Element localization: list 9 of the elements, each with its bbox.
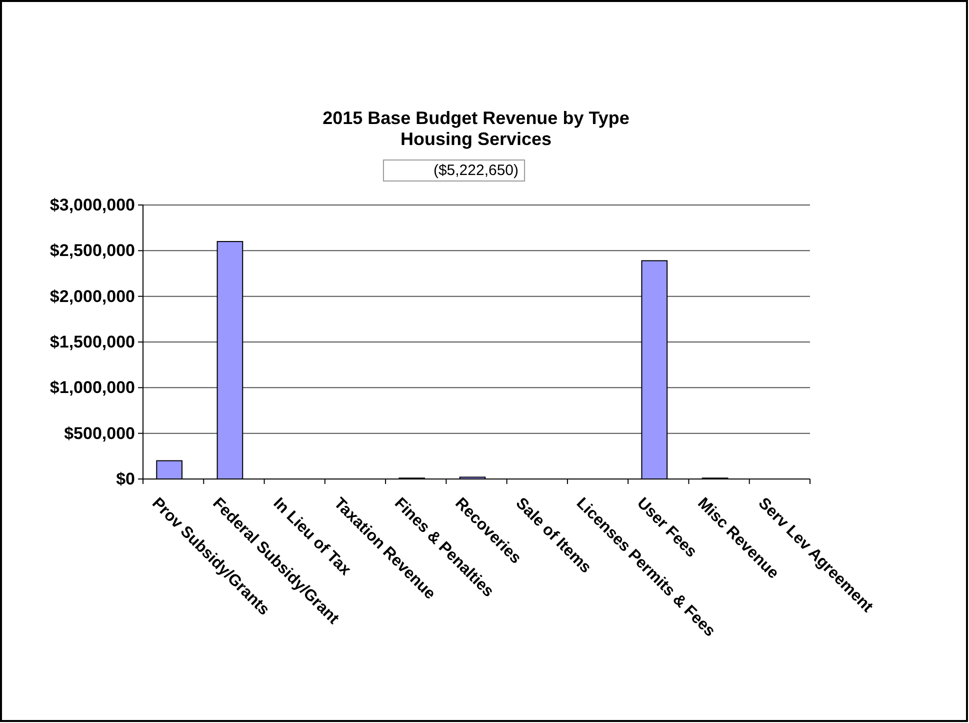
y-tick-label: $2,000,000: [50, 286, 135, 306]
y-tick-label: $1,000,000: [50, 378, 135, 398]
y-tick-label: $500,000: [64, 424, 135, 443]
y-tick-label: $3,000,000: [50, 195, 135, 214]
y-tick-label: $1,500,000: [50, 332, 135, 352]
y-tick-label: $2,500,000: [50, 241, 135, 260]
chart-subtitle: ($5,222,650): [433, 162, 519, 179]
chart-title: 2015 Base Budget Revenue by Type Housing Services: [322, 108, 630, 149]
y-tick-label: $0: [116, 469, 135, 488]
